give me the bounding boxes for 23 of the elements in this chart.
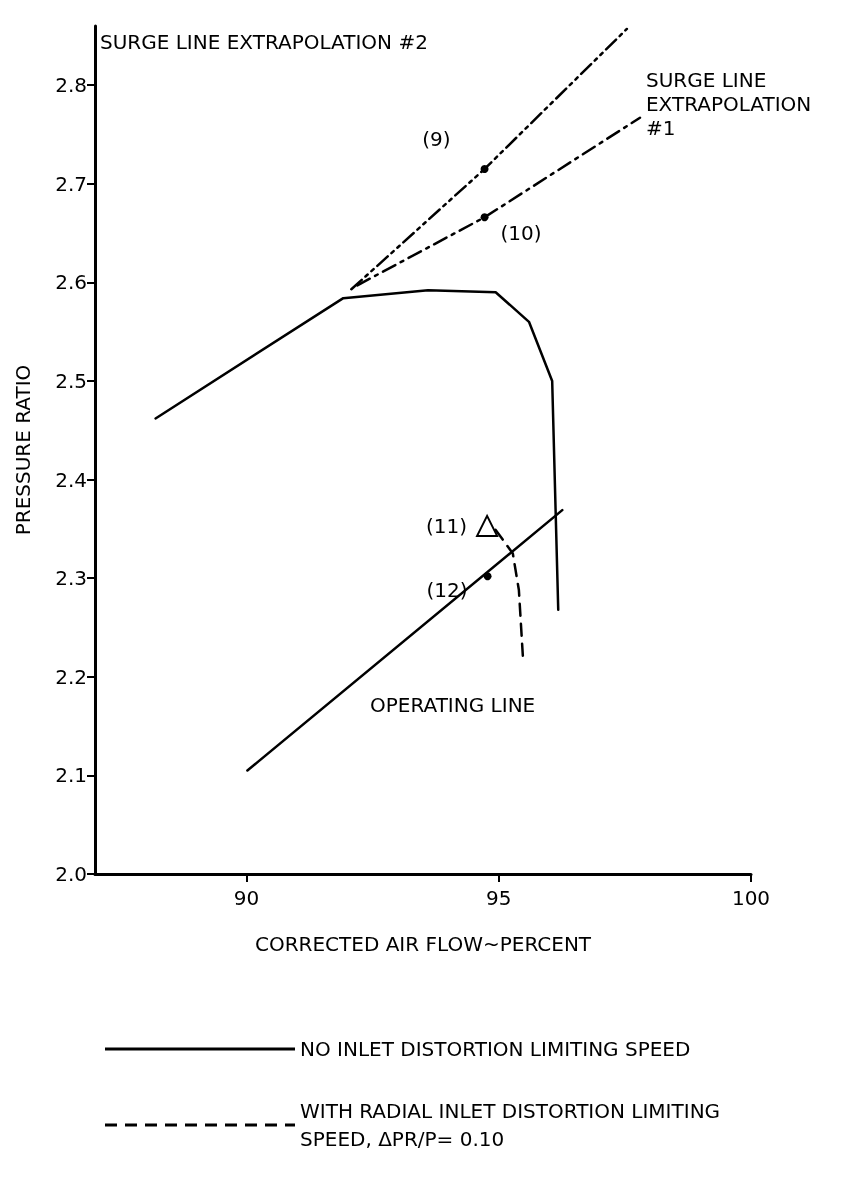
x-tick-label: 90 xyxy=(233,886,260,910)
y-tick-label: 2.2 xyxy=(55,664,87,689)
annotation: SURGE LINE EXTRAPOLATION #1 xyxy=(645,67,812,140)
y-tick-label: 2.5 xyxy=(55,368,87,393)
y-tick-label: 2.6 xyxy=(55,270,87,295)
x-tick-label: 100 xyxy=(731,886,771,910)
annotation: (9) xyxy=(422,126,451,151)
x-axis-title: CORRECTED AIR FLOW~PERCENT xyxy=(254,932,592,956)
y-tick-label: 2.8 xyxy=(55,73,87,98)
y-tick-label: 2.3 xyxy=(55,566,87,591)
y-tick-label: 2.1 xyxy=(55,763,87,788)
y-axis-title: PRESSURE RATIO xyxy=(11,364,35,536)
y-tick-label: 2.7 xyxy=(55,171,87,196)
annotation: OPERATING LINE xyxy=(370,693,536,717)
annotation: SURGE LINE EXTRAPOLATION #2 xyxy=(100,30,428,54)
annotation: (10) xyxy=(500,221,542,246)
legend-label: WITH RADIAL INLET DISTORTION LIMITING SPEED, ΔPR/P= 0.10 xyxy=(300,1099,727,1151)
annotation: (11) xyxy=(426,513,468,538)
annotation: (12) xyxy=(426,578,468,603)
y-tick-label: 2.4 xyxy=(55,467,87,492)
legend-label: NO INLET DISTORTION LIMITING SPEED xyxy=(300,1037,691,1061)
y-tick-label: 2.0 xyxy=(55,862,87,886)
x-tick-label: 95 xyxy=(485,886,512,910)
